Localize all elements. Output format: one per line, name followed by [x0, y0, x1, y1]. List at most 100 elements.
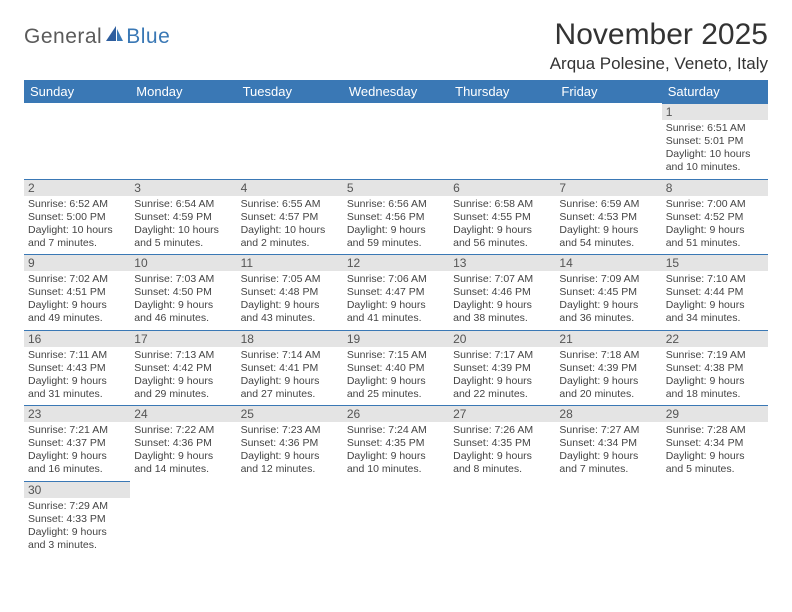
sunrise-line: Sunrise: 7:17 AM — [453, 349, 551, 362]
sunrise-line: Sunrise: 7:24 AM — [347, 424, 445, 437]
day-details: Sunrise: 7:27 AMSunset: 4:34 PMDaylight:… — [559, 424, 657, 477]
day-details: Sunrise: 7:13 AMSunset: 4:42 PMDaylight:… — [134, 349, 232, 402]
sunrise-line: Sunrise: 7:18 AM — [559, 349, 657, 362]
day-number: 11 — [237, 255, 343, 271]
day-number: 27 — [449, 406, 555, 422]
day-number: 12 — [343, 255, 449, 271]
daylight-line: Daylight: 9 hours and 38 minutes. — [453, 299, 551, 325]
calendar-row: 30Sunrise: 7:29 AMSunset: 4:33 PMDayligh… — [24, 481, 768, 557]
daylight-line: Daylight: 9 hours and 8 minutes. — [453, 450, 551, 476]
sunset-line: Sunset: 4:57 PM — [241, 211, 339, 224]
weekday-header: Friday — [555, 80, 661, 103]
day-details: Sunrise: 7:15 AMSunset: 4:40 PMDaylight:… — [347, 349, 445, 402]
day-number: 26 — [343, 406, 449, 422]
daylight-line: Daylight: 9 hours and 31 minutes. — [28, 375, 126, 401]
day-details: Sunrise: 6:51 AMSunset: 5:01 PMDaylight:… — [666, 122, 764, 175]
daylight-line: Daylight: 9 hours and 29 minutes. — [134, 375, 232, 401]
day-number: 3 — [130, 180, 236, 196]
calendar-cell: 23Sunrise: 7:21 AMSunset: 4:37 PMDayligh… — [24, 405, 130, 481]
calendar-table: SundayMondayTuesdayWednesdayThursdayFrid… — [24, 80, 768, 556]
sunrise-line: Sunrise: 6:52 AM — [28, 198, 126, 211]
daylight-line: Daylight: 9 hours and 25 minutes. — [347, 375, 445, 401]
sunrise-line: Sunrise: 7:23 AM — [241, 424, 339, 437]
daylight-line: Daylight: 9 hours and 46 minutes. — [134, 299, 232, 325]
day-details: Sunrise: 7:10 AMSunset: 4:44 PMDaylight:… — [666, 273, 764, 326]
sunset-line: Sunset: 4:45 PM — [559, 286, 657, 299]
sunset-line: Sunset: 4:53 PM — [559, 211, 657, 224]
daylight-line: Daylight: 10 hours and 5 minutes. — [134, 224, 232, 250]
daylight-line: Daylight: 9 hours and 20 minutes. — [559, 375, 657, 401]
sunset-line: Sunset: 5:01 PM — [666, 135, 764, 148]
calendar-cell: 10 Sunrise: 7:03 AMSunset: 4:50 PMDayligh… — [130, 254, 236, 330]
calendar-cell: 16Sunrise: 7:11 AMSunset: 4:43 PMDayligh… — [24, 330, 130, 406]
sunrise-line: Sunrise: 6:55 AM — [241, 198, 339, 211]
day-number: 15 — [662, 255, 768, 271]
calendar-row: 9Sunrise: 7:02 AMSunset: 4:51 PMDaylight… — [24, 254, 768, 330]
sunset-line: Sunset: 4:40 PM — [347, 362, 445, 375]
daylight-line: Daylight: 9 hours and 49 minutes. — [28, 299, 126, 325]
day-details: Sunrise: 7:23 AMSunset: 4:36 PMDaylight:… — [241, 424, 339, 477]
sunrise-line: Sunrise: 7:29 AM — [28, 500, 126, 513]
daylight-line: Daylight: 9 hours and 34 minutes. — [666, 299, 764, 325]
daylight-line: Daylight: 9 hours and 22 minutes. — [453, 375, 551, 401]
calendar-cell: 1Sunrise: 6:51 AMSunset: 5:01 PMDaylight… — [662, 103, 768, 179]
calendar-cell: 4Sunrise: 6:55 AMSunset: 4:57 PMDaylight… — [237, 179, 343, 255]
calendar-cell: 13 Sunrise: 7:07 AMSunset: 4:46 PMDayligh… — [449, 254, 555, 330]
sunrise-line: Sunrise: 7:26 AM — [453, 424, 551, 437]
sunset-line: Sunset: 4:33 PM — [28, 513, 126, 526]
sunrise-line: Sunrise: 6:58 AM — [453, 198, 551, 211]
daylight-line: Daylight: 9 hours and 14 minutes. — [134, 450, 232, 476]
day-number: 13 — [449, 255, 555, 271]
calendar-cell: 7Sunrise: 6:59 AMSunset: 4:53 PMDaylight… — [555, 179, 661, 255]
title-block: November 2025 Arqua Polesine, Veneto, It… — [550, 18, 768, 74]
sunset-line: Sunset: 4:37 PM — [28, 437, 126, 450]
sunrise-line: Sunrise: 7:14 AM — [241, 349, 339, 362]
sunrise-line: Sunrise: 7:21 AM — [28, 424, 126, 437]
day-details: Sunrise: 7:17 AMSunset: 4:39 PMDaylight:… — [453, 349, 551, 402]
calendar-cell-empty — [343, 103, 449, 179]
sunrise-line: Sunrise: 7:09 AM — [559, 273, 657, 286]
daylight-line: Daylight: 9 hours and 43 minutes. — [241, 299, 339, 325]
weekday-header: Tuesday — [237, 80, 343, 103]
day-number: 25 — [237, 406, 343, 422]
day-number: 14 — [555, 255, 661, 271]
day-number: 9 — [24, 255, 130, 271]
sunset-line: Sunset: 4:47 PM — [347, 286, 445, 299]
day-details: Sunrise: 6:58 AMSunset: 4:55 PMDaylight:… — [453, 198, 551, 251]
sunset-line: Sunset: 4:36 PM — [134, 437, 232, 450]
daylight-line: Daylight: 10 hours and 10 minutes. — [666, 148, 764, 174]
sunset-line: Sunset: 4:51 PM — [28, 286, 126, 299]
calendar-cell-empty — [449, 481, 555, 557]
daylight-line: Daylight: 9 hours and 54 minutes. — [559, 224, 657, 250]
day-details: Sunrise: 7:03 AMSunset: 4:50 PMDaylight:… — [134, 273, 232, 326]
day-details: Sunrise: 7:07 AMSunset: 4:46 PMDaylight:… — [453, 273, 551, 326]
sunrise-line: Sunrise: 6:51 AM — [666, 122, 764, 135]
sunrise-line: Sunrise: 7:05 AM — [241, 273, 339, 286]
sunrise-line: Sunrise: 7:19 AM — [666, 349, 764, 362]
sunset-line: Sunset: 5:00 PM — [28, 211, 126, 224]
day-details: Sunrise: 7:09 AMSunset: 4:45 PMDaylight:… — [559, 273, 657, 326]
calendar-row: 1Sunrise: 6:51 AMSunset: 5:01 PMDaylight… — [24, 103, 768, 179]
day-number: 6 — [449, 180, 555, 196]
daylight-line: Daylight: 9 hours and 12 minutes. — [241, 450, 339, 476]
sunset-line: Sunset: 4:34 PM — [559, 437, 657, 450]
sunset-line: Sunset: 4:35 PM — [347, 437, 445, 450]
day-number: 23 — [24, 406, 130, 422]
day-number: 20 — [449, 331, 555, 347]
calendar-cell: 8Sunrise: 7:00 AMSunset: 4:52 PMDaylight… — [662, 179, 768, 255]
location-text: Arqua Polesine, Veneto, Italy — [550, 54, 768, 74]
day-details: Sunrise: 7:05 AMSunset: 4:48 PMDaylight:… — [241, 273, 339, 326]
calendar-cell: 17Sunrise: 7:13 AMSunset: 4:42 PMDayligh… — [130, 330, 236, 406]
daylight-line: Daylight: 9 hours and 3 minutes. — [28, 526, 126, 552]
sunrise-line: Sunrise: 7:03 AM — [134, 273, 232, 286]
calendar-cell: 22Sunrise: 7:19 AMSunset: 4:38 PMDayligh… — [662, 330, 768, 406]
sunrise-line: Sunrise: 7:07 AM — [453, 273, 551, 286]
day-number: 10 — [130, 255, 236, 271]
calendar-cell: 14 Sunrise: 7:09 AMSunset: 4:45 PMDayligh… — [555, 254, 661, 330]
day-details: Sunrise: 6:59 AMSunset: 4:53 PMDaylight:… — [559, 198, 657, 251]
sunset-line: Sunset: 4:34 PM — [666, 437, 764, 450]
weekday-header: Wednesday — [343, 80, 449, 103]
calendar-cell: 20 Sunrise: 7:17 AMSunset: 4:39 PMDayligh… — [449, 330, 555, 406]
calendar-row: 23 Sunrise: 7:21 AMSunset: 4:37 PM Dayligh… — [24, 405, 768, 481]
sunset-line: Sunset: 4:59 PM — [134, 211, 232, 224]
